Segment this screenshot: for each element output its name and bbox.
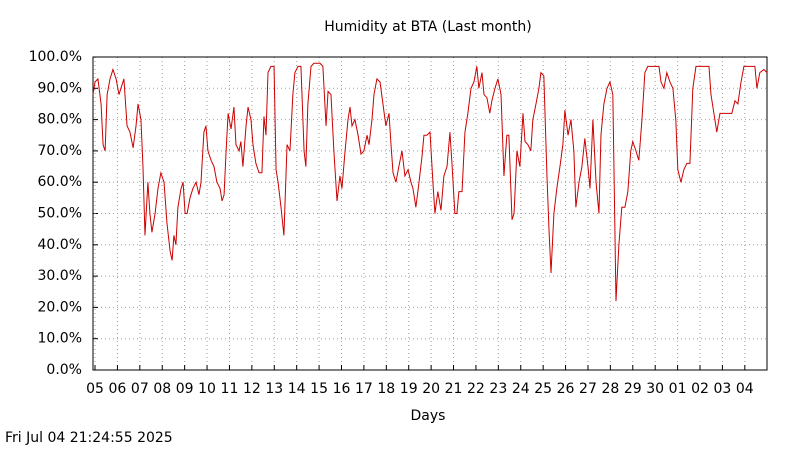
plot-frame [92, 56, 768, 371]
x-tick-label: 03 [713, 381, 731, 397]
x-tick-label: 01 [669, 381, 687, 397]
x-tick-label: 19 [400, 381, 418, 397]
x-tick-label: 25 [534, 381, 552, 397]
x-tick-label: 07 [131, 381, 149, 397]
x-tick-label: 26 [557, 381, 575, 397]
y-tick-label: 50.0% [38, 206, 82, 222]
x-axis-label: Days [411, 408, 446, 424]
y-tick-label: 0.0% [46, 362, 82, 378]
x-tick-label: 29 [624, 381, 642, 397]
x-tick-label: 08 [153, 381, 171, 397]
x-tick-label: 18 [377, 381, 395, 397]
x-tick-label: 06 [109, 381, 127, 397]
x-tick-label: 15 [310, 381, 328, 397]
y-tick-label: 100.0% [29, 49, 82, 65]
x-tick-label: 13 [265, 381, 283, 397]
y-tick-label: 20.0% [38, 299, 82, 315]
x-tick-label: 04 [736, 381, 754, 397]
x-tick-label: 21 [445, 381, 463, 397]
x-tick-label: 02 [691, 381, 709, 397]
x-tick-label: 27 [579, 381, 597, 397]
x-tick-label: 14 [288, 381, 306, 397]
x-tick-label: 22 [467, 381, 485, 397]
x-tick-label: 23 [489, 381, 507, 397]
y-tick-label: 30.0% [38, 268, 82, 284]
x-tick-label: 11 [221, 381, 239, 397]
x-tick-label: 09 [176, 381, 194, 397]
x-tick-label: 12 [243, 381, 261, 397]
chart-title: Humidity at BTA (Last month) [324, 19, 532, 35]
y-tick-label: 70.0% [38, 143, 82, 159]
x-tick-label: 20 [422, 381, 440, 397]
x-tick-label: 05 [86, 381, 104, 397]
y-tick-label: 10.0% [38, 331, 82, 347]
timestamp: Fri Jul 04 21:24:55 2025 [5, 430, 173, 446]
x-tick-label: 16 [333, 381, 351, 397]
y-tick-label: 90.0% [38, 80, 82, 96]
y-tick-label: 60.0% [38, 174, 82, 190]
y-tick-label: 80.0% [38, 112, 82, 128]
x-tick-label: 30 [646, 381, 664, 397]
x-tick-label: 24 [512, 381, 530, 397]
x-tick-label: 28 [601, 381, 619, 397]
humidity-line [92, 62, 768, 302]
y-tick-label: 40.0% [38, 237, 82, 253]
x-tick-label: 17 [355, 381, 373, 397]
x-tick-label: 10 [198, 381, 216, 397]
